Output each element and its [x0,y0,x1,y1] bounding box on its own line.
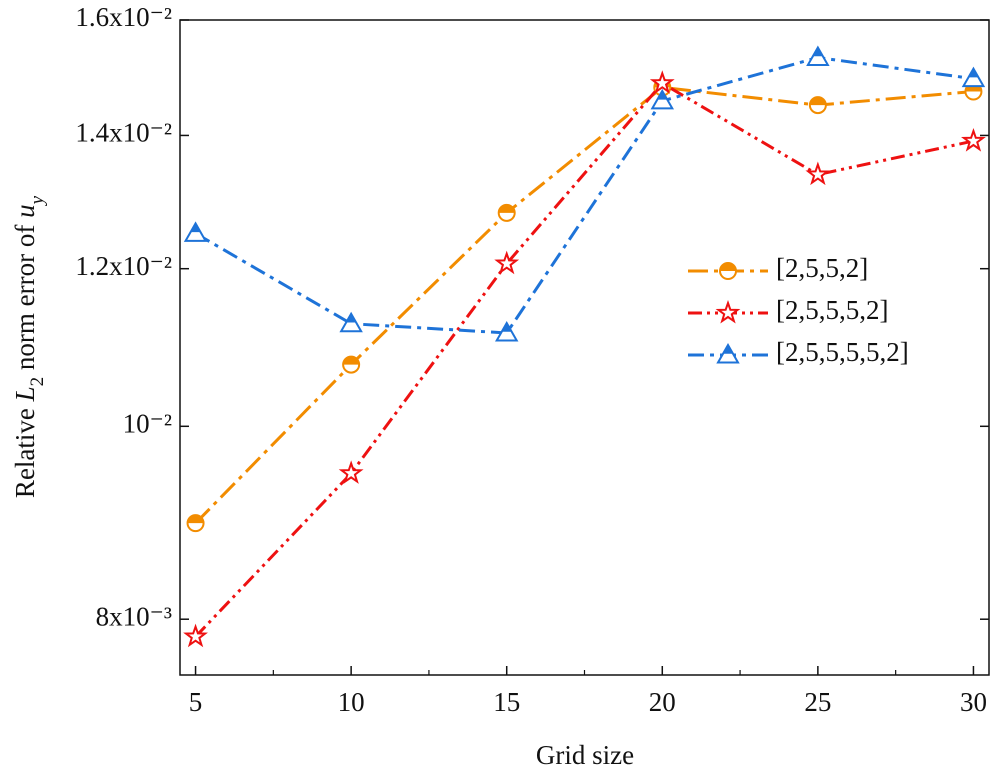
y-axis-label-part: Relative [10,401,40,498]
x-tick-label: 25 [804,687,831,717]
marker-half [968,68,979,78]
marker-outline [650,88,675,110]
marker-outline [338,460,364,484]
legend-label: [2,5,5,5,2] [776,295,888,325]
marker [338,460,364,484]
marker-half [501,322,512,332]
y-axis-label: Relative L2 norm error of uy [10,195,48,498]
y-tick-label: 1.2x10⁻² [75,251,172,281]
marker [805,161,831,186]
marker [183,221,208,242]
x-tick-label: 5 [189,687,203,717]
marker-half [498,204,515,213]
series-line [194,56,974,335]
legend-label: [2,5,5,5,5,2] [776,337,909,367]
marker [719,262,737,280]
legend-label: [2,5,5,2] [776,253,868,283]
marker-outline [494,250,520,275]
marker [808,96,827,115]
marker [964,82,983,101]
marker [961,127,986,152]
x-tick-label: 30 [960,687,987,717]
x-tick-label: 10 [338,687,365,717]
marker [494,320,519,342]
y-axis-label-part: norm error of [10,218,40,377]
marker [497,203,516,222]
marker-half [809,97,826,106]
marker-outline [494,320,519,342]
marker-half [346,313,357,323]
marker [649,70,675,94]
marker [339,311,363,333]
marker-half [187,515,204,524]
x-axis-label: Grid size [536,740,634,770]
marker-half [720,263,736,271]
x-tick-label: 20 [649,687,676,717]
marker-half [812,47,823,57]
marker [716,342,740,364]
y-tick-label: 10⁻² [123,409,172,439]
series-line [194,85,974,525]
marker [715,299,741,324]
y-tick-label: 1.4x10⁻² [75,118,172,148]
marker-outline [183,623,208,648]
y-axis-label-part: u [10,204,40,218]
marker-half [190,223,201,233]
marker [183,623,208,648]
marker-half [723,345,733,354]
y-axis-label-part: L [10,386,40,402]
y-axis-label-part: y [27,195,48,206]
marker-half [343,356,360,365]
marker [806,45,830,67]
x-tick-label: 15 [493,687,520,717]
y-axis-label-part: 2 [27,377,48,387]
marker-outline [715,299,741,324]
marker [186,514,205,533]
marker [494,250,520,275]
series-line [194,81,974,638]
marker-outline [805,161,831,186]
y-tick-label: 8x10⁻³ [96,601,172,631]
marker [342,355,361,374]
marker-outline [649,70,675,94]
marker-half [657,90,668,100]
marker [961,66,986,88]
marker-outline [339,311,363,333]
marker-outline [961,127,986,152]
marker [650,88,675,110]
y-tick-label: 1.6x10⁻² [75,2,172,32]
